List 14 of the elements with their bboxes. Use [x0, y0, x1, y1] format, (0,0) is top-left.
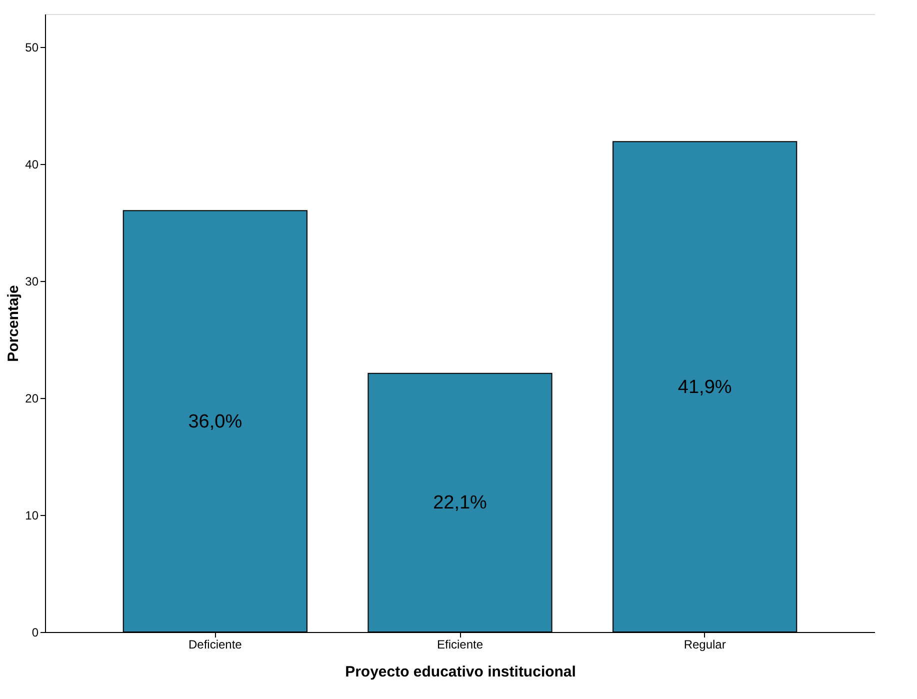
data-label: 41,9%	[678, 376, 732, 398]
y-tick-label: 20	[25, 391, 39, 406]
y-tick-label: 10	[25, 508, 39, 522]
data-label: 22,1%	[433, 492, 488, 514]
y-tick-label: 30	[25, 274, 39, 288]
x-tick-label: Eficiente	[436, 638, 484, 652]
y-tick-label: 50	[25, 40, 39, 54]
x-axis-title: Proyecto educativo institucional	[345, 664, 576, 680]
y-tick-label: 40	[25, 157, 39, 172]
data-label: 36,0%	[188, 411, 242, 432]
x-tick-label: Regular	[684, 638, 726, 652]
x-tick-label: Deficiente	[188, 638, 242, 652]
y-axis-title: Porcentaje	[5, 285, 22, 362]
y-tick-label: 0	[32, 626, 39, 640]
